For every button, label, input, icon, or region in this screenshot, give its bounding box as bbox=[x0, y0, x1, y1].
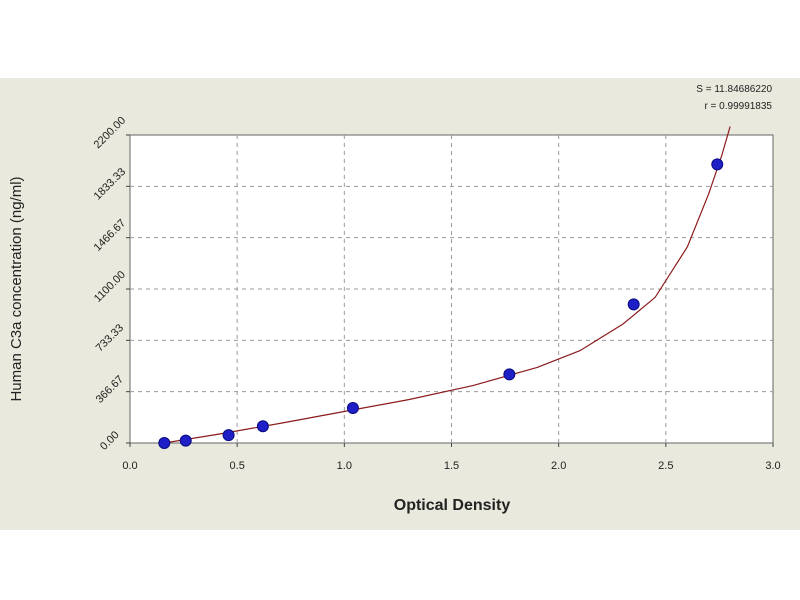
y-tick-label: 1833.33 bbox=[92, 166, 129, 203]
data-point bbox=[711, 158, 724, 171]
x-tick-label: 3.0 bbox=[765, 460, 780, 472]
x-tick-label: 0.0 bbox=[122, 460, 137, 472]
fit-curve bbox=[164, 126, 731, 443]
data-point bbox=[346, 402, 359, 414]
y-axis-title: Human C3a concentration (ng/ml) bbox=[8, 176, 25, 401]
y-tick-label: 366.67 bbox=[94, 373, 126, 405]
x-tick-labels: 0.0 0.5 1.0 1.5 2.0 2.5 3.0 bbox=[122, 460, 780, 472]
fit-curve-line bbox=[164, 126, 731, 443]
data-point bbox=[503, 368, 516, 381]
y-tick-labels: 0.00 366.67 733.33 1100.00 1466.67 1833.33 220… bbox=[92, 115, 129, 453]
x-axis-title: Optical Density bbox=[394, 497, 511, 514]
y-tick-label: 2200.00 bbox=[92, 115, 129, 152]
data-point bbox=[627, 298, 640, 311]
y-tick-label: 1100.00 bbox=[92, 269, 128, 305]
x-tick-label: 2.0 bbox=[551, 460, 566, 472]
data-point bbox=[222, 429, 235, 442]
y-tick-label: 1466.67 bbox=[92, 217, 129, 254]
grid-lines bbox=[126, 134, 774, 447]
data-point bbox=[256, 420, 269, 433]
x-tick-label: 0.5 bbox=[230, 460, 245, 472]
x-tick-label: 1.0 bbox=[337, 460, 352, 472]
data-point bbox=[179, 434, 192, 447]
data-points bbox=[158, 158, 724, 449]
y-tick-label: 0.00 bbox=[98, 429, 122, 453]
y-tick-label: 733.33 bbox=[94, 322, 126, 354]
x-tick-label: 1.5 bbox=[444, 460, 459, 472]
data-point bbox=[158, 437, 171, 449]
x-tick-label: 2.5 bbox=[658, 460, 673, 472]
stat-r: r = 0.99991835 bbox=[704, 101, 772, 112]
stat-s: S = 11.84686220 bbox=[696, 84, 772, 95]
